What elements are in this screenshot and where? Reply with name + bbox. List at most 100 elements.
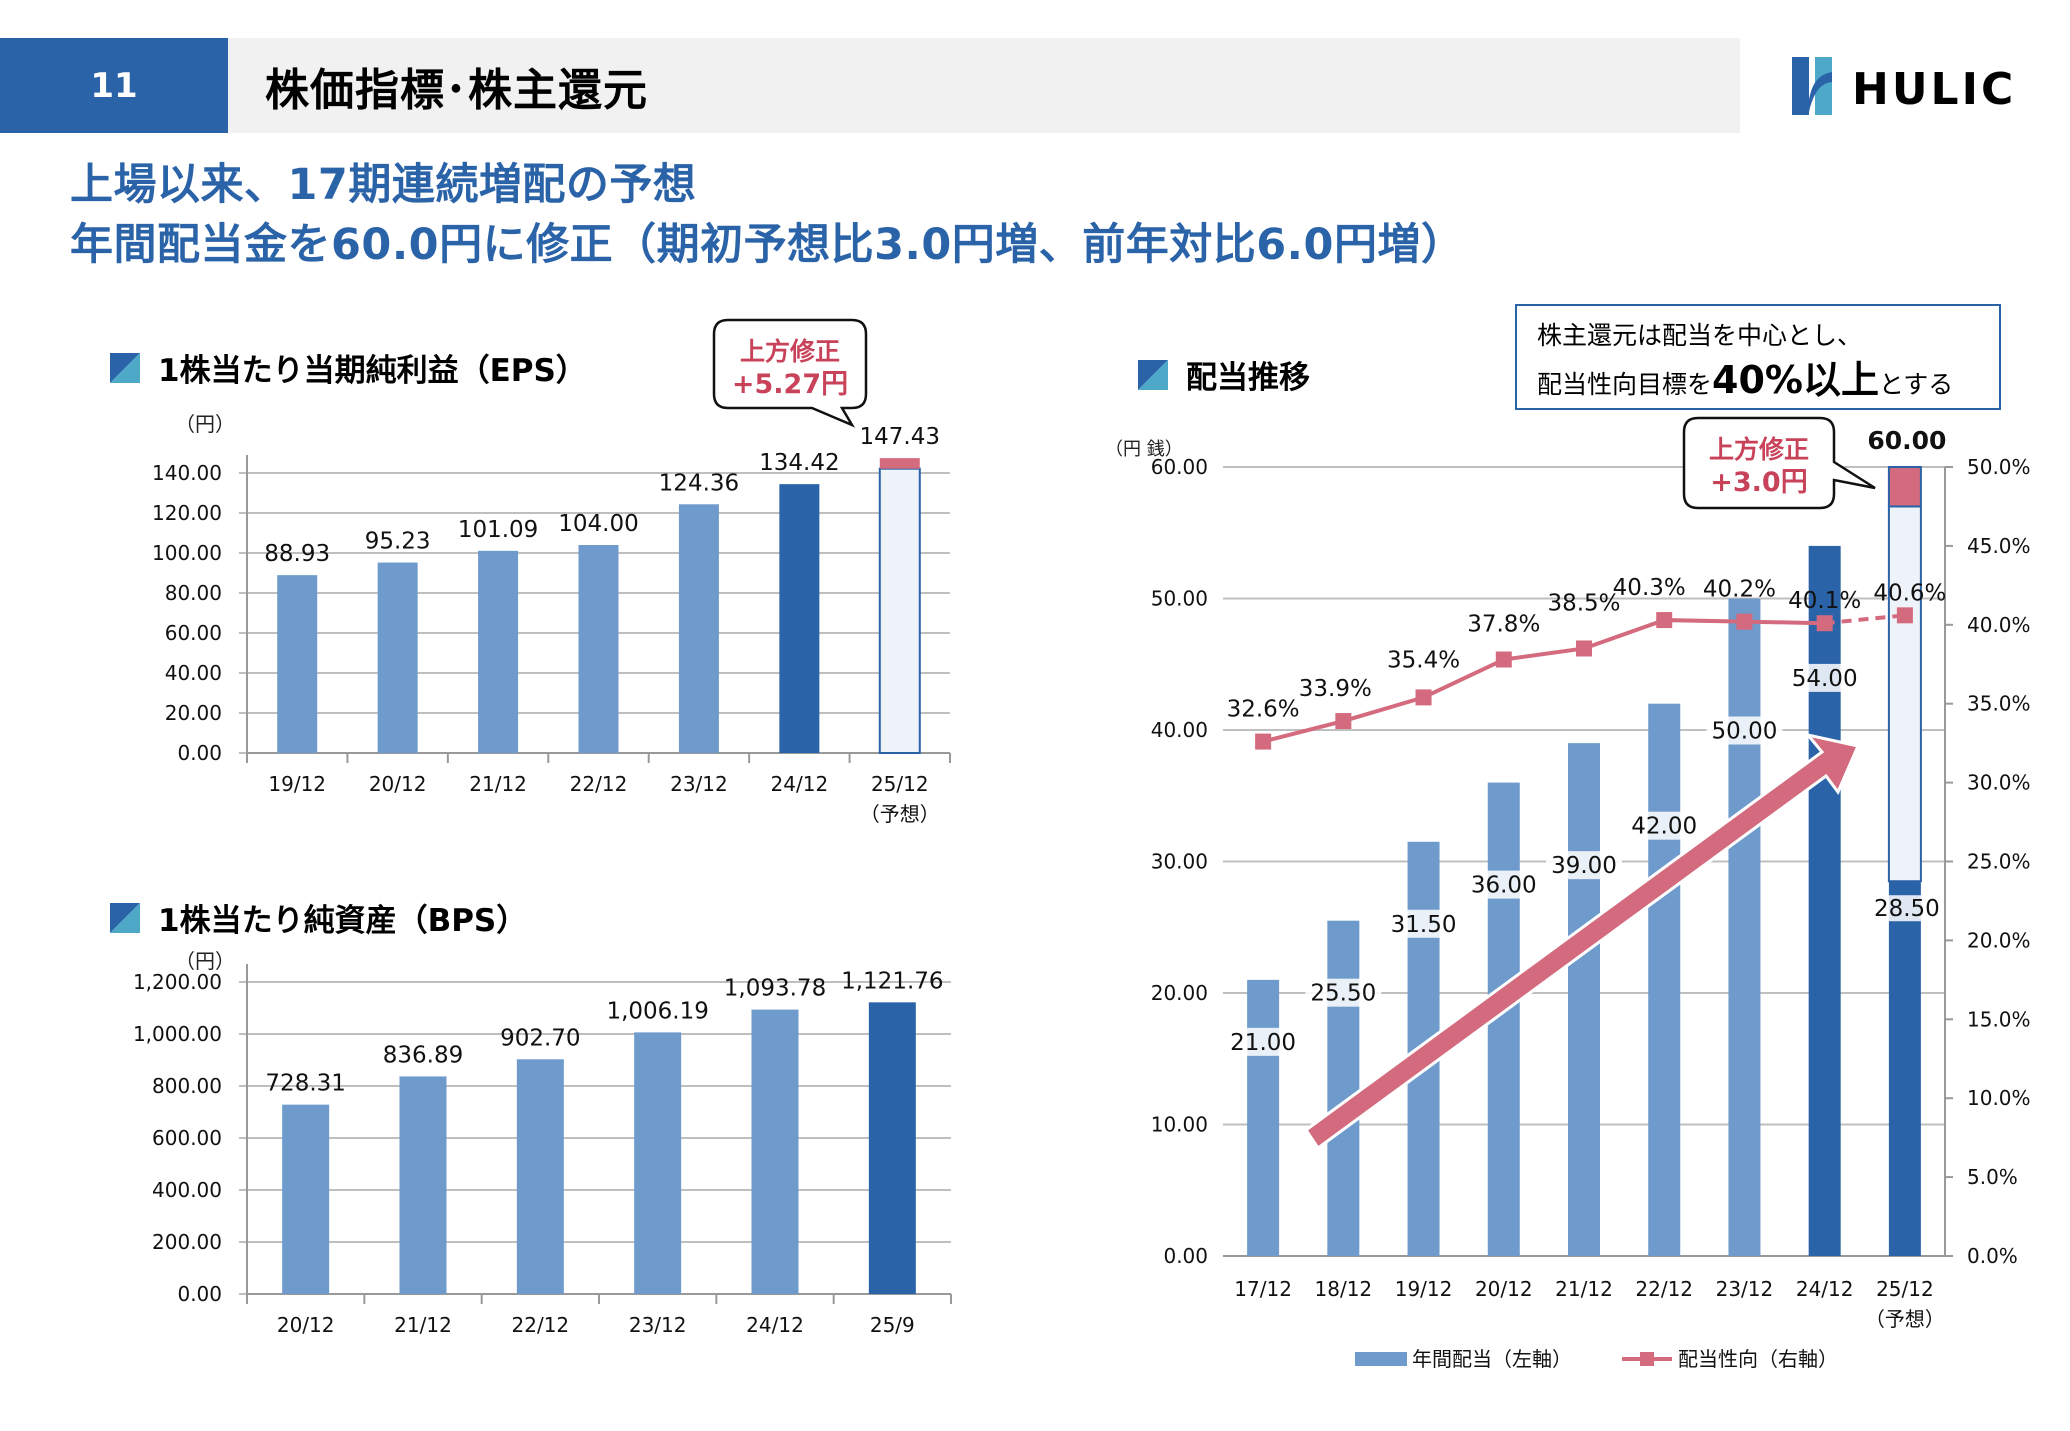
x-tick-sublabel: （予想）	[860, 802, 940, 826]
data-label: 1,121.76	[841, 968, 943, 994]
data-label: 1,006.19	[606, 998, 708, 1024]
data-label: 134.42	[759, 450, 839, 476]
line-data-label: 35.4%	[1387, 647, 1460, 673]
y-left-tick-label: 60.00	[1151, 455, 1208, 479]
eps-callout-line-1: 上方修正	[740, 337, 840, 366]
data-label: 31.50	[1391, 912, 1457, 938]
y-tick-label: 80.00	[165, 581, 222, 605]
eps-callout-line-2: +5.27円	[732, 369, 848, 400]
line-data-label: 40.1%	[1788, 588, 1861, 614]
payout-ratio-marker	[1415, 689, 1432, 706]
y-tick-label: 0.00	[177, 1282, 222, 1306]
bar	[634, 1032, 682, 1294]
y-right-tick-label: 10.0%	[1967, 1086, 2031, 1110]
payout-ratio-marker	[1335, 713, 1352, 730]
y-tick-label: 800.00	[152, 1074, 222, 1098]
policy-line-1: 株主還元は配当を中心とし、	[1537, 321, 1863, 350]
y-tick-label: 120.00	[152, 501, 222, 525]
x-tick-label: 20/12	[369, 772, 427, 796]
data-label: 36.00	[1471, 873, 1537, 899]
x-tick-label: 21/12	[1555, 1277, 1613, 1301]
y-right-tick-label: 15.0%	[1967, 1007, 2031, 1031]
bps-title-text: 1株当たり純資産（BPS）	[158, 903, 528, 939]
legend-line-marker	[1640, 1352, 1654, 1366]
line-data-label: 37.8%	[1467, 612, 1540, 638]
y-tick-label: 100.00	[152, 541, 222, 565]
data-label-bold: 60.00	[1867, 426, 1946, 455]
bar	[1568, 743, 1600, 1256]
x-tick-label: 22/12	[570, 772, 628, 796]
y-right-tick-label: 50.0%	[1967, 455, 2031, 479]
payout-ratio-forecast-line	[1824, 613, 1906, 626]
x-tick-label: 22/12	[512, 1313, 570, 1337]
line-data-label: 38.5%	[1547, 590, 1620, 616]
x-tick-label: 18/12	[1315, 1277, 1373, 1301]
payout-ratio-marker	[1656, 612, 1673, 629]
y-right-tick-label: 0.0%	[1967, 1244, 2018, 1268]
bar	[751, 1009, 799, 1294]
y-tick-label: 400.00	[152, 1178, 222, 1202]
label-halo	[1225, 1027, 1302, 1056]
bar	[868, 1002, 916, 1294]
eps-section-title: 1株当たり当期純利益（EPS）	[110, 345, 587, 390]
legend-bar-swatch	[1355, 1352, 1407, 1366]
bar-revision-segment	[1887, 466, 1922, 508]
payout-ratio-marker	[1896, 607, 1913, 624]
dividend-section-title: 配当推移	[1138, 352, 1310, 397]
x-tick-label: 23/12	[629, 1313, 687, 1337]
bar	[377, 562, 418, 753]
logo-text: HULIC	[1852, 64, 2016, 115]
label-halo	[1465, 870, 1542, 899]
data-label: 1,093.78	[724, 976, 826, 1002]
line-data-label: 32.6%	[1227, 697, 1300, 723]
data-label: 728.31	[265, 1071, 345, 1097]
hulic-logo: HULIC	[1790, 52, 2040, 122]
y-left-tick-label: 20.00	[1151, 981, 1208, 1005]
eps-revision-callout: 上方修正 +5.27円	[712, 318, 868, 428]
dividend-revision-callout: 上方修正 +3.0円	[1682, 416, 1876, 510]
bar-interim	[1888, 881, 1921, 1256]
headline-line-2: 年間配当金を60.0円に修正（期初予想比3.0円増、前年対比6.0円増）	[70, 220, 1465, 270]
data-label: 54.00	[1792, 666, 1858, 692]
x-tick-label: 24/12	[771, 772, 829, 796]
data-label: 124.36	[659, 470, 739, 496]
bar	[399, 1076, 447, 1294]
bar	[478, 550, 519, 753]
y-right-tick-label: 45.0%	[1967, 534, 2031, 558]
y-tick-label: 60.00	[165, 621, 222, 645]
payout-ratio-marker	[1255, 733, 1272, 750]
bar-forecast	[1887, 505, 1922, 883]
bar	[1728, 598, 1761, 1256]
y-left-tick-label: 50.00	[1151, 587, 1208, 611]
x-tick-label: 24/12	[1796, 1277, 1854, 1301]
data-label: 50.00	[1712, 719, 1778, 745]
policy-target: 40%以上	[1712, 358, 1879, 402]
dividend-chart: 0.00 10.00 20.00 30.00 40.00 50.00 60.00 0.0% 5.…	[1151, 426, 2031, 1371]
x-tick-label: 25/9	[870, 1313, 915, 1337]
y-left-tick-label: 30.00	[1151, 850, 1208, 874]
data-label: 147.43	[860, 424, 940, 450]
label-halo	[1305, 978, 1382, 1007]
dividend-unit-label: （円 銭）	[1105, 439, 1183, 460]
y-tick-label: 1,000.00	[133, 1022, 222, 1046]
data-label: 25.50	[1310, 981, 1376, 1007]
label-halo	[1546, 851, 1622, 880]
data-label: 902.70	[500, 1025, 580, 1051]
bar	[779, 484, 820, 753]
data-label: 95.23	[365, 529, 431, 555]
bar-revision-segment	[879, 458, 920, 469]
headline-line-1: 上場以来、17期連続増配の予想	[70, 160, 697, 210]
label-halo	[1626, 811, 1703, 840]
y-tick-label: 20.00	[165, 701, 222, 725]
x-tick-label: 23/12	[1716, 1277, 1774, 1301]
line-data-label: 40.2%	[1703, 577, 1776, 603]
y-tick-label: 600.00	[152, 1126, 222, 1150]
x-tick-label: 19/12	[268, 772, 326, 796]
bps-unit-label: （円）	[175, 949, 235, 973]
x-tick-label: 20/12	[1475, 1277, 1533, 1301]
page-number: 11	[0, 38, 228, 133]
y-tick-label: 0.00	[177, 741, 222, 765]
y-left-tick-label: 40.00	[1151, 718, 1208, 742]
x-tick-label: 25/12	[1876, 1277, 1934, 1301]
